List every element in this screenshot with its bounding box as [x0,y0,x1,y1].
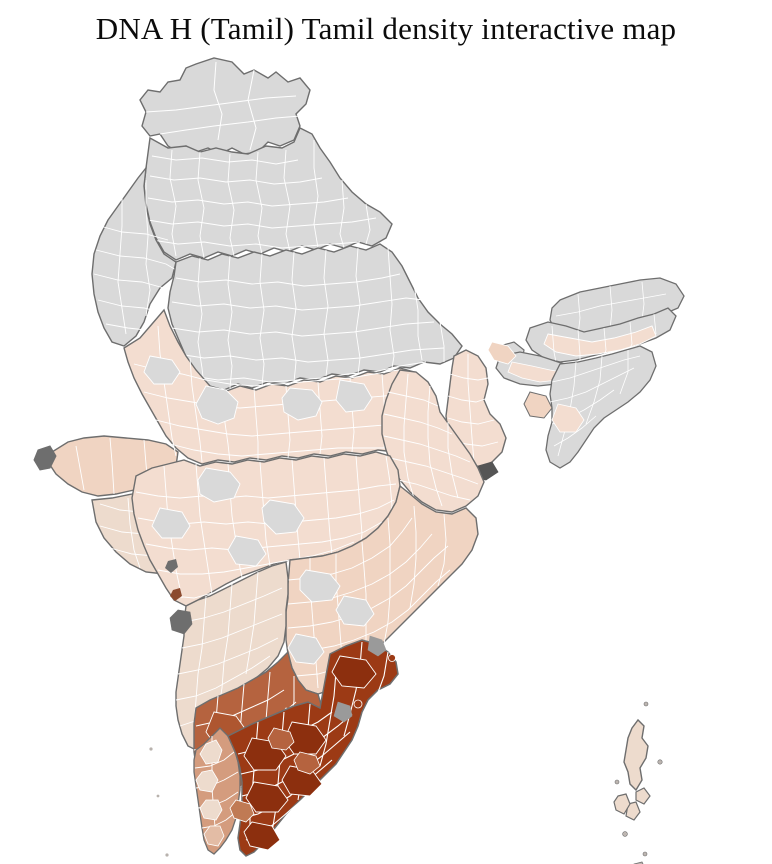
india-choropleth-map[interactable] [0,56,772,864]
region-lakshadweep[interactable] [149,747,169,857]
region-kerala[interactable] [193,727,241,855]
region-odisha[interactable] [381,369,485,513]
region-northeast[interactable] [487,277,685,469]
region-andaman-nicobar-islands[interactable] [613,701,663,864]
region-jammu-kashmir-ladakh[interactable] [139,57,311,155]
region-telangana-andhra[interactable] [285,484,479,695]
region-north-plains[interactable] [143,127,393,261]
region-puducherry[interactable] [353,654,396,709]
region-tamil-nadu[interactable] [227,635,399,857]
region-madhya-pradesh[interactable] [123,308,439,465]
region-coastal-markers [165,559,182,601]
region-uttar-pradesh-bihar[interactable] [167,243,463,391]
page-title: DNA H (Tamil) Tamil density interactive … [95,11,677,46]
region-maharashtra[interactable] [131,451,401,607]
region-rajasthan[interactable] [91,165,177,347]
